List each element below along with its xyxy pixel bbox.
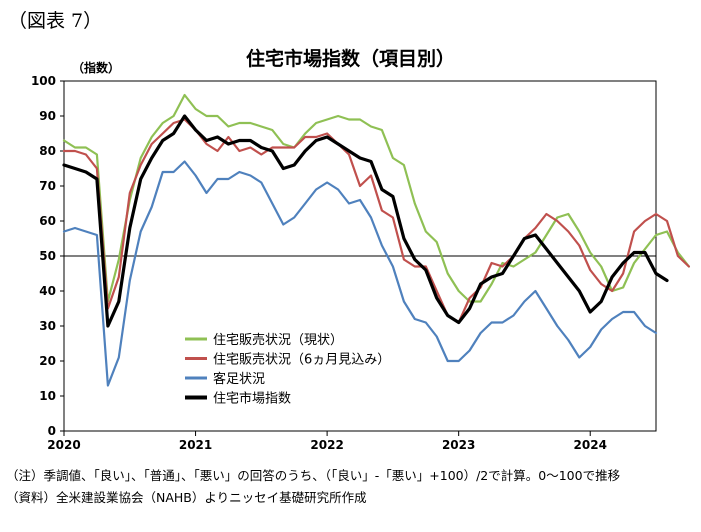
source-line: （資料）全米建設業協会（NAHB）よりニッセイ基礎研究所作成	[6, 490, 367, 505]
y-tick-label: 20	[39, 354, 56, 368]
series-line	[62, 160, 658, 387]
notes-block: （注）季調値、「良い」、「普通」、「悪い」の回答のうち、（「良い」-「悪い」+1…	[6, 465, 620, 509]
y-tick-label: 60	[39, 214, 56, 228]
y-tick-label: 90	[39, 109, 56, 123]
figure-label: （図表 7）	[8, 10, 103, 32]
series-line	[62, 114, 669, 328]
series-line	[62, 93, 691, 303]
y-tick-label: 70	[39, 179, 56, 193]
y-tick-label: 10	[39, 389, 56, 403]
y-tick-label: 40	[39, 284, 56, 298]
legend-label: 住宅市場指数	[213, 391, 291, 407]
y-axis-label: （指数）	[72, 60, 120, 75]
x-tick-label: 2022	[310, 438, 343, 452]
y-tick-label: 0	[48, 424, 56, 438]
x-tick-label: 2024	[574, 438, 607, 452]
series-line	[62, 118, 691, 324]
legend-label: 住宅販売状況（6ヵ月見込み）	[213, 352, 390, 368]
x-tick-label: 2020	[47, 438, 80, 452]
y-tick-label: 100	[31, 74, 56, 88]
legend-label: 住宅販売状況（現状）	[213, 332, 343, 348]
note-line: （注）季調値、「良い」、「普通」、「悪い」の回答のうち、（「良い」-「悪い」+1…	[6, 468, 621, 483]
y-tick-label: 80	[39, 144, 56, 158]
x-tick-label: 2023	[442, 438, 475, 452]
legend-label: 客足状況	[213, 371, 265, 387]
chart-title: 住宅市場指数（項目別）	[245, 48, 455, 70]
y-tick-label: 30	[39, 319, 56, 333]
y-tick-label: 50	[39, 249, 56, 263]
x-tick-label: 2021	[179, 438, 212, 452]
